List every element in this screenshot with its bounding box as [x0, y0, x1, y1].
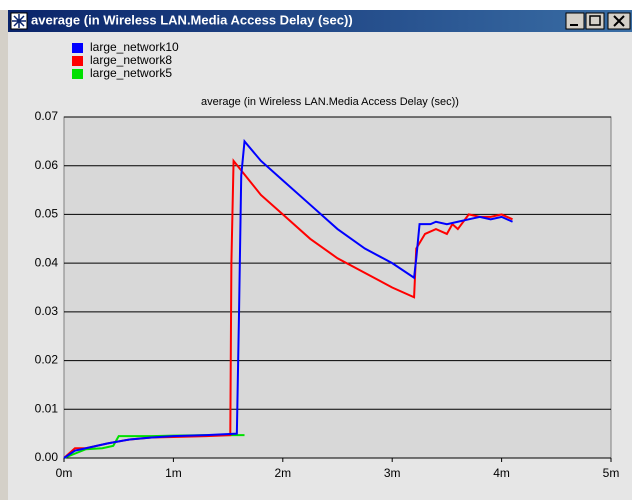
maximize-glyph	[589, 15, 601, 26]
icon-star	[12, 14, 26, 28]
legend-label: large_network10	[90, 40, 179, 54]
title-bar	[8, 10, 632, 32]
window-title: average (in Wireless LAN.Media Access De…	[31, 12, 353, 27]
y-tick-label: 0.05	[35, 207, 59, 221]
y-tick-label: 0.00	[35, 450, 59, 464]
legend-swatch	[72, 43, 83, 53]
window-buttons[interactable]	[565, 12, 631, 30]
top-strip	[0, 0, 632, 10]
y-tick-label: 0.01	[35, 401, 59, 415]
legend-label: large_network5	[90, 66, 172, 80]
x-tick-label: 0m	[56, 466, 73, 480]
y-tick-label: 0.02	[35, 353, 59, 367]
legend-swatch	[72, 69, 83, 79]
plot-area	[63, 116, 612, 459]
chart-title: average (in Wireless LAN.Media Access De…	[201, 96, 459, 108]
x-tick-label: 5m	[603, 466, 620, 480]
y-tick-label: 0.07	[35, 109, 59, 123]
x-tick-label: 4m	[493, 466, 510, 480]
minimize-button[interactable]	[565, 12, 585, 30]
series-line	[63, 138, 513, 459]
y-tick-label: 0.03	[35, 304, 59, 318]
y-tick-label: 0.04	[35, 255, 59, 269]
legend-label: large_network8	[90, 53, 172, 67]
x-tick-label: 3m	[384, 466, 401, 480]
legend-swatch	[72, 56, 83, 66]
x-tick-label: 2m	[274, 466, 291, 480]
x-tick-label: 1m	[165, 466, 182, 480]
y-tick-label: 0.06	[35, 158, 59, 172]
close-glyph	[613, 15, 625, 27]
